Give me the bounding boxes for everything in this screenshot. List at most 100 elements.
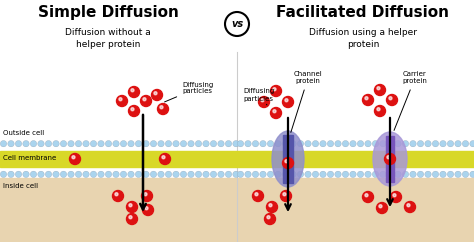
Circle shape — [38, 171, 44, 177]
Text: Outside cell: Outside cell — [3, 130, 44, 136]
Circle shape — [98, 171, 104, 177]
Circle shape — [8, 141, 14, 147]
Circle shape — [91, 171, 97, 177]
Circle shape — [150, 141, 157, 147]
Circle shape — [30, 141, 36, 147]
Circle shape — [320, 171, 326, 177]
Circle shape — [143, 204, 154, 215]
Circle shape — [68, 171, 74, 177]
Circle shape — [462, 141, 469, 147]
Circle shape — [455, 141, 461, 147]
Circle shape — [342, 141, 349, 147]
Circle shape — [145, 207, 148, 210]
Text: Inside cell: Inside cell — [3, 183, 38, 189]
Circle shape — [218, 141, 224, 147]
Circle shape — [432, 141, 439, 147]
Circle shape — [158, 141, 164, 147]
Circle shape — [15, 171, 22, 177]
Circle shape — [0, 141, 7, 147]
Circle shape — [271, 85, 282, 97]
Circle shape — [417, 141, 424, 147]
Circle shape — [253, 190, 264, 202]
Circle shape — [0, 171, 7, 177]
Circle shape — [267, 216, 270, 219]
Circle shape — [379, 205, 382, 208]
Text: Simple Diffusion: Simple Diffusion — [37, 5, 178, 20]
Circle shape — [267, 141, 273, 147]
Circle shape — [131, 89, 134, 92]
Circle shape — [374, 106, 385, 116]
Circle shape — [150, 171, 157, 177]
Circle shape — [60, 141, 67, 147]
Circle shape — [105, 141, 112, 147]
Circle shape — [335, 141, 341, 147]
Circle shape — [143, 98, 146, 101]
Circle shape — [372, 171, 379, 177]
Circle shape — [417, 171, 424, 177]
Circle shape — [350, 171, 356, 177]
Circle shape — [117, 96, 128, 106]
Circle shape — [260, 171, 266, 177]
Circle shape — [225, 141, 232, 147]
Circle shape — [128, 106, 139, 116]
Circle shape — [387, 171, 394, 177]
Circle shape — [410, 171, 416, 177]
Circle shape — [305, 171, 311, 177]
Circle shape — [440, 141, 446, 147]
Text: Diffusing
particles: Diffusing particles — [243, 89, 274, 105]
Circle shape — [23, 171, 29, 177]
Circle shape — [157, 104, 168, 114]
Circle shape — [387, 156, 390, 159]
Circle shape — [225, 171, 232, 177]
Circle shape — [120, 141, 127, 147]
Circle shape — [350, 141, 356, 147]
Circle shape — [380, 141, 386, 147]
Circle shape — [328, 141, 334, 147]
Circle shape — [154, 92, 157, 95]
Ellipse shape — [272, 131, 304, 187]
Circle shape — [113, 141, 119, 147]
Circle shape — [455, 171, 461, 177]
Circle shape — [135, 171, 142, 177]
Circle shape — [210, 141, 217, 147]
Circle shape — [140, 96, 152, 106]
Circle shape — [283, 193, 286, 196]
Circle shape — [269, 204, 272, 207]
Circle shape — [195, 171, 202, 177]
Circle shape — [210, 171, 217, 177]
Circle shape — [267, 171, 273, 177]
Circle shape — [173, 171, 179, 177]
Circle shape — [395, 171, 401, 177]
Text: Carrier
protein: Carrier protein — [394, 71, 428, 130]
Circle shape — [305, 141, 311, 147]
Circle shape — [91, 141, 97, 147]
Circle shape — [376, 203, 388, 213]
Circle shape — [283, 158, 293, 168]
Circle shape — [297, 171, 304, 177]
Circle shape — [387, 141, 394, 147]
Circle shape — [260, 141, 266, 147]
Circle shape — [127, 202, 137, 212]
Circle shape — [384, 153, 395, 165]
Circle shape — [46, 141, 52, 147]
Bar — [0, 178, 237, 242]
Circle shape — [266, 202, 277, 212]
Circle shape — [180, 141, 187, 147]
Circle shape — [285, 99, 288, 102]
Circle shape — [30, 171, 36, 177]
Circle shape — [374, 84, 385, 96]
Circle shape — [165, 141, 172, 147]
Circle shape — [395, 141, 401, 147]
Circle shape — [105, 171, 112, 177]
Circle shape — [83, 141, 89, 147]
Circle shape — [188, 171, 194, 177]
Circle shape — [68, 141, 74, 147]
Circle shape — [128, 171, 134, 177]
Circle shape — [70, 153, 81, 165]
Circle shape — [46, 171, 52, 177]
Circle shape — [245, 171, 251, 177]
Text: vs: vs — [231, 19, 243, 29]
Circle shape — [363, 191, 374, 203]
Ellipse shape — [373, 132, 407, 186]
Circle shape — [425, 141, 431, 147]
